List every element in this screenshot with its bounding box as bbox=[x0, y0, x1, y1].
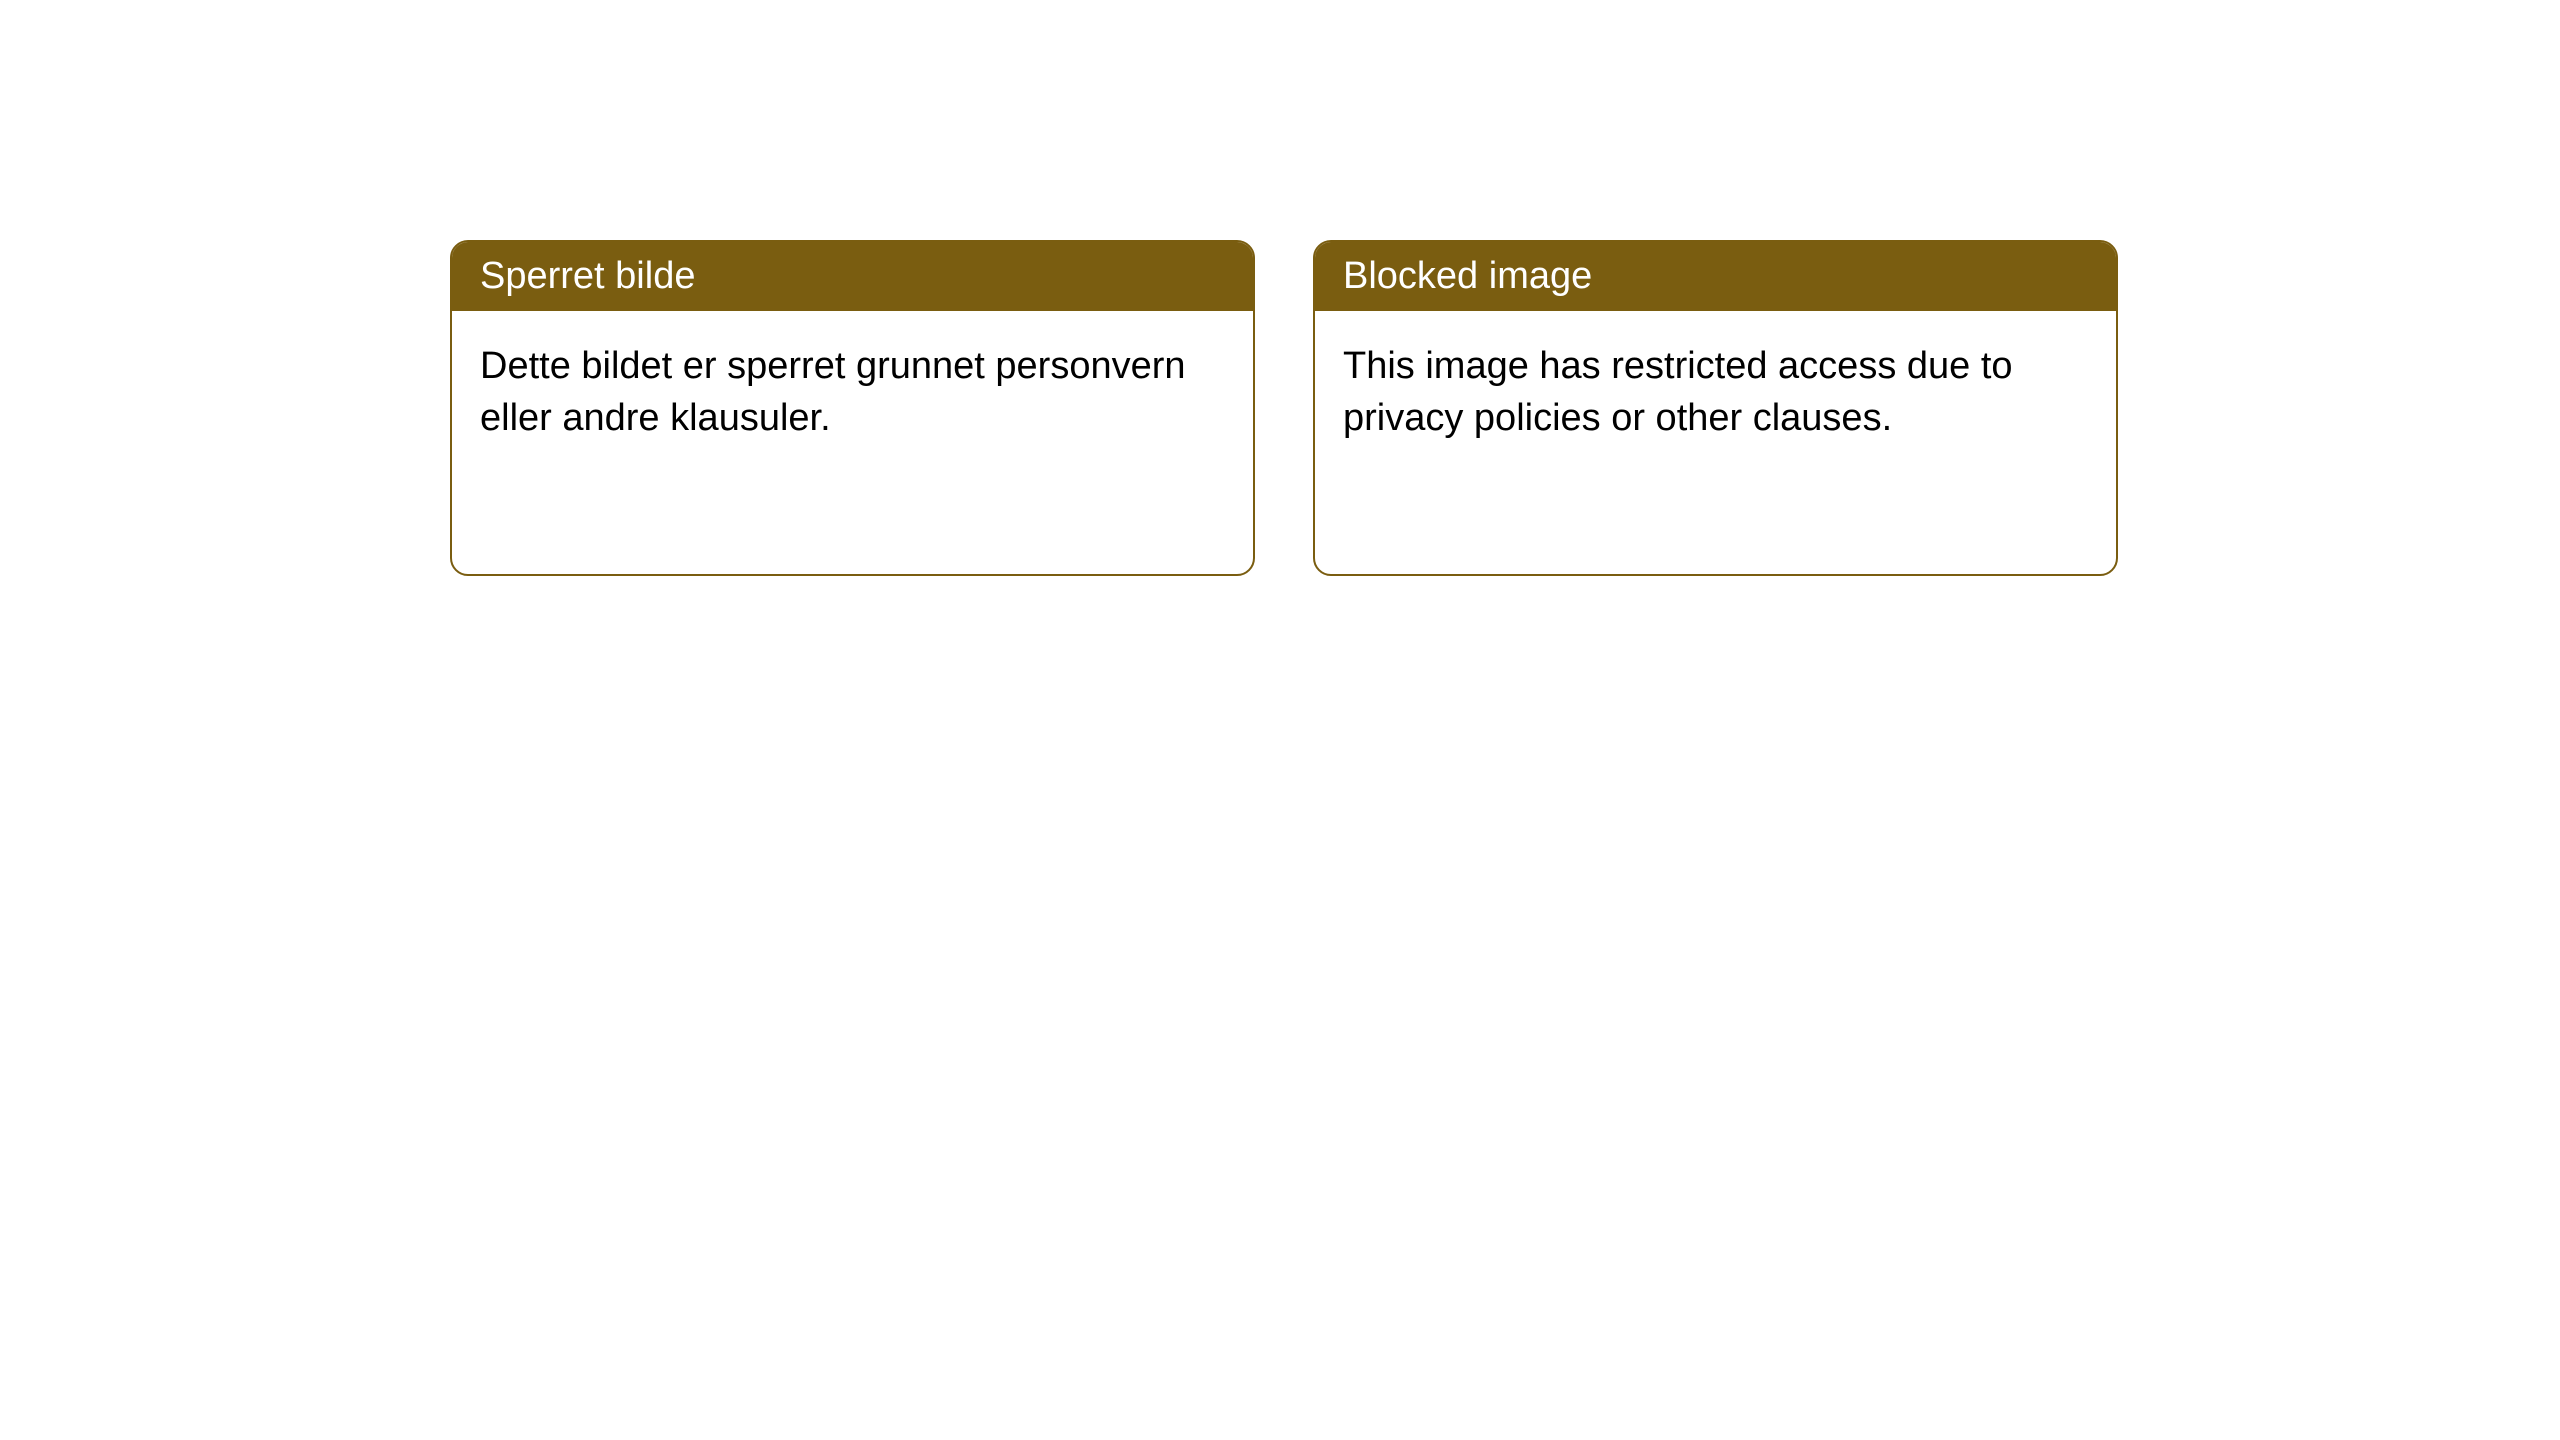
notice-header-no: Sperret bilde bbox=[452, 242, 1253, 311]
notice-message-en: This image has restricted access due to … bbox=[1343, 345, 2013, 438]
blocked-image-notice-en: Blocked image This image has restricted … bbox=[1313, 240, 2118, 576]
notice-body-no: Dette bildet er sperret grunnet personve… bbox=[452, 311, 1253, 474]
notice-title-no: Sperret bilde bbox=[480, 255, 695, 297]
blocked-image-notice-no: Sperret bilde Dette bildet er sperret gr… bbox=[450, 240, 1255, 576]
notice-header-en: Blocked image bbox=[1315, 242, 2116, 311]
notice-body-en: This image has restricted access due to … bbox=[1315, 311, 2116, 474]
notice-title-en: Blocked image bbox=[1343, 255, 1592, 297]
notice-message-no: Dette bildet er sperret grunnet personve… bbox=[480, 345, 1186, 438]
